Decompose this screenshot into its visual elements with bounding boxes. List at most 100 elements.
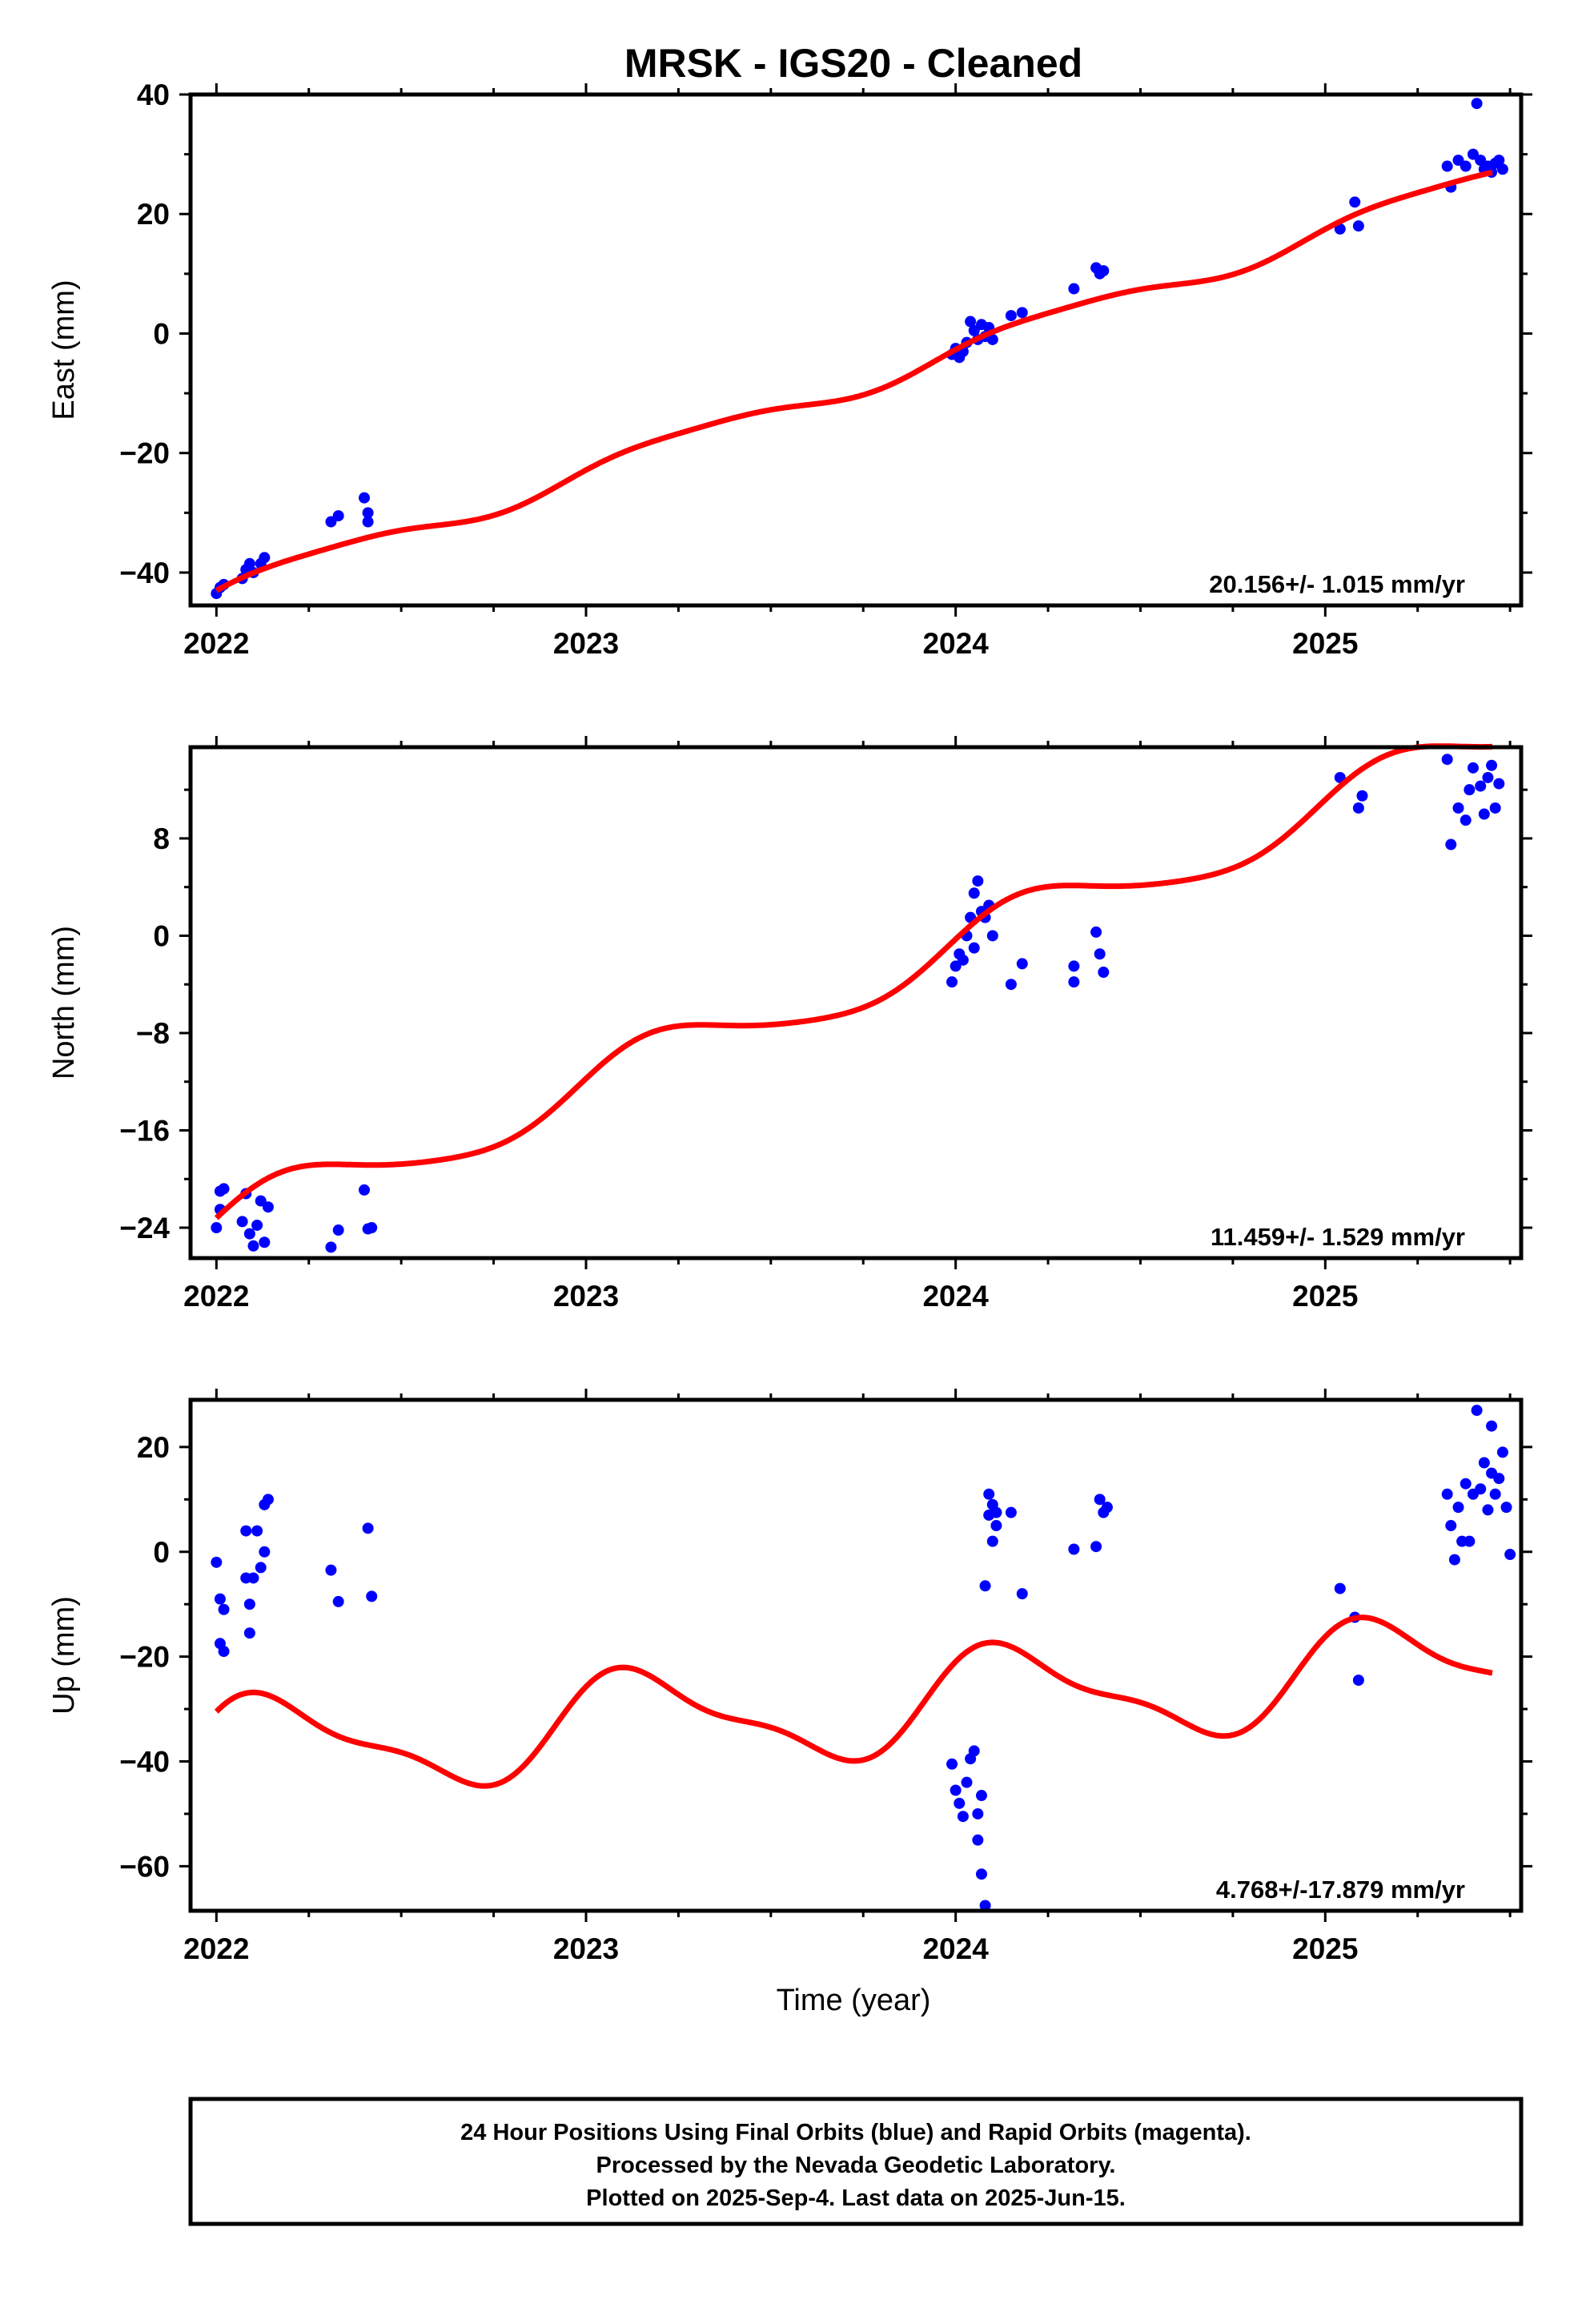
data-point xyxy=(972,1807,984,1819)
data-point xyxy=(1445,1520,1457,1532)
data-point xyxy=(211,1222,223,1234)
data-point xyxy=(1475,780,1487,792)
panel-frame xyxy=(188,92,1524,608)
data-point xyxy=(961,1776,973,1788)
data-point xyxy=(251,1525,263,1537)
data-point xyxy=(1005,1506,1017,1518)
data-point xyxy=(946,976,958,988)
data-point xyxy=(1504,1549,1516,1561)
y-tick-label: −8 xyxy=(136,1017,170,1050)
data-point xyxy=(1496,1446,1508,1458)
data-point xyxy=(1478,808,1490,820)
data-point xyxy=(975,1790,987,1802)
data-point xyxy=(1471,1405,1483,1417)
rate-label: 4.768+/-17.879 mm/yr xyxy=(1216,1876,1465,1904)
footer-line-2: Processed by the Nevada Geodetic Laborat… xyxy=(596,2153,1116,2178)
data-point xyxy=(1452,802,1464,814)
data-point xyxy=(1334,223,1346,235)
data-point xyxy=(366,1590,378,1602)
panel-frame xyxy=(188,745,1524,1261)
data-point xyxy=(1016,1588,1028,1600)
data-point xyxy=(325,1564,337,1576)
data-point xyxy=(1101,1502,1113,1514)
panel-east: 2022 2023 2024 2025 −40 −20 0 20 40 East (mm) 20.1… xyxy=(47,78,1532,660)
y-tick-label: −60 xyxy=(119,1850,170,1883)
data-point xyxy=(979,1900,991,1912)
data-point xyxy=(954,1797,966,1809)
data-point xyxy=(946,1758,958,1770)
footer-line-1: 24 Hour Positions Using Final Orbits (bl… xyxy=(460,2120,1251,2145)
data-point xyxy=(990,1506,1002,1518)
x-tick-label: 2024 xyxy=(922,627,989,660)
y-axis-label: Up (mm) xyxy=(47,1596,81,1715)
data-point xyxy=(362,507,374,519)
y-tick-label: 20 xyxy=(137,198,170,231)
data-point xyxy=(1467,762,1479,774)
model-fit-line xyxy=(215,169,1494,593)
data-point xyxy=(243,557,255,569)
data-point xyxy=(965,316,977,328)
panel-up: 2022 2023 2024 2025 −60 −40 −20 0 20 Up (mm) 4.768… xyxy=(47,1389,1532,1965)
data-point xyxy=(986,930,998,942)
data-point xyxy=(259,1546,271,1558)
data-points xyxy=(211,754,1505,1253)
x-tick-label: 2022 xyxy=(183,627,249,660)
data-point xyxy=(1016,958,1028,970)
data-point xyxy=(1090,926,1102,938)
x-tick-label: 2024 xyxy=(922,1280,989,1313)
model-fit-line xyxy=(214,743,1494,1220)
data-point xyxy=(1016,307,1028,319)
data-point xyxy=(1349,196,1361,208)
data-point xyxy=(211,1556,223,1568)
data-point xyxy=(1090,1541,1102,1553)
data-point xyxy=(1460,1478,1472,1490)
data-point xyxy=(1486,1420,1498,1432)
data-point xyxy=(251,1219,263,1231)
y-tick-label: −20 xyxy=(119,1641,170,1674)
data-points xyxy=(211,1405,1516,1912)
data-point xyxy=(262,1494,274,1506)
data-point xyxy=(214,1593,226,1605)
data-point xyxy=(325,1241,337,1253)
data-point xyxy=(968,942,980,954)
data-point xyxy=(972,875,984,887)
x-tick-label: 2025 xyxy=(1292,627,1358,660)
data-point xyxy=(332,510,344,522)
data-point xyxy=(968,1745,980,1757)
panel-north: 2022 2023 2024 2025 −24 −16 −8 0 8 North (mm) 11.4… xyxy=(47,736,1532,1313)
data-point xyxy=(1500,1502,1512,1514)
y-tick-label: −20 xyxy=(119,437,170,470)
data-point xyxy=(1486,759,1498,771)
data-point xyxy=(1098,967,1110,979)
data-point xyxy=(950,1784,962,1796)
data-point xyxy=(255,1562,267,1574)
data-point xyxy=(1464,1535,1476,1547)
data-point xyxy=(990,1520,1002,1532)
data-point xyxy=(259,1236,271,1248)
model-fit-line xyxy=(214,1614,1494,1789)
data-point xyxy=(972,1834,984,1846)
y-tick-label: 20 xyxy=(137,1431,170,1464)
data-point xyxy=(218,1183,230,1195)
data-point xyxy=(1068,960,1080,972)
footer-box: 24 Hour Positions Using Final Orbits (bl… xyxy=(188,2097,1524,2226)
data-point xyxy=(240,1525,252,1537)
data-point xyxy=(1489,802,1501,814)
data-point xyxy=(1356,790,1368,802)
data-point xyxy=(243,1598,255,1610)
data-point xyxy=(968,887,980,899)
data-point xyxy=(262,1201,274,1213)
data-point xyxy=(358,1184,370,1196)
data-point xyxy=(1352,1675,1364,1687)
data-point xyxy=(332,1595,344,1607)
x-tick-label: 2022 xyxy=(183,1280,249,1313)
data-point xyxy=(979,1580,991,1592)
data-point xyxy=(1445,838,1457,850)
data-point xyxy=(1441,754,1453,766)
data-point xyxy=(1005,979,1017,991)
data-point xyxy=(1441,160,1453,172)
footer-line-3: Plotted on 2025-Sep-4. Last data on 2025… xyxy=(586,2185,1126,2211)
data-point xyxy=(1496,163,1508,175)
x-tick-label: 2024 xyxy=(922,1932,989,1965)
data-point xyxy=(362,1522,374,1534)
